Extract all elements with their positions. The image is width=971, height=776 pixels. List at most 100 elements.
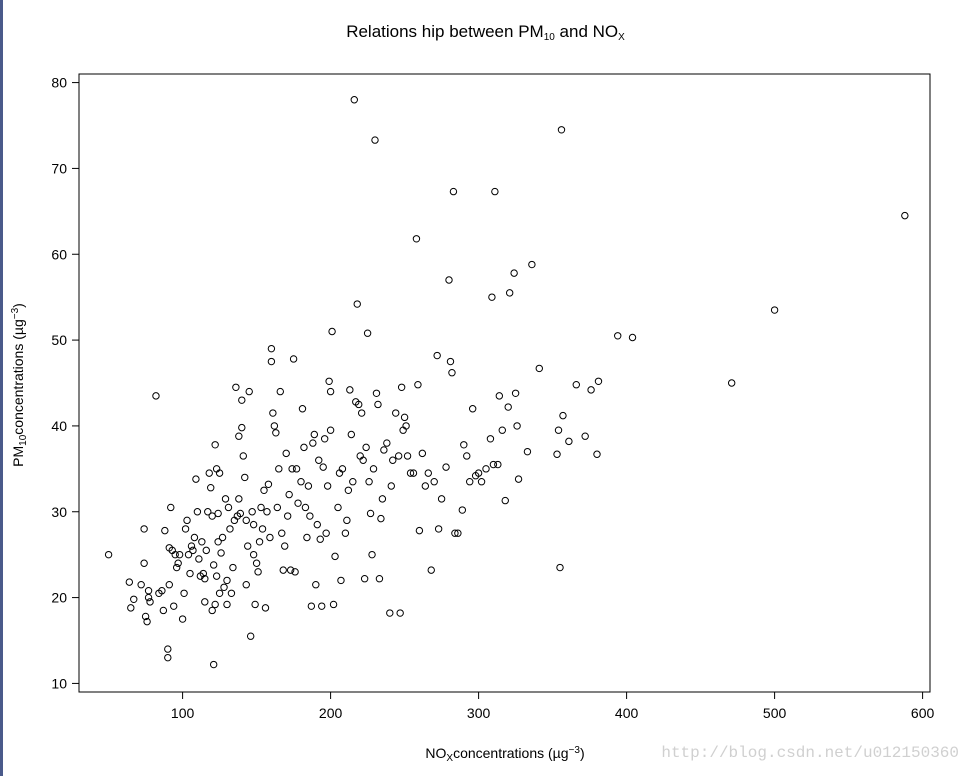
data-point [486,435,495,443]
data-point [212,572,221,580]
data-point [221,495,230,503]
data-point [235,495,243,503]
data-point [727,379,736,387]
data-point [208,512,216,520]
data-point [510,269,518,277]
data-point [238,423,246,432]
data-point [304,482,313,490]
data-point [392,409,400,417]
plot-frame [78,73,931,693]
data-point [474,469,483,477]
data-point [291,568,299,576]
data-point [528,260,536,269]
data-point [458,506,467,514]
data-point [254,568,262,576]
data-point [553,450,561,458]
data-point [366,509,375,518]
data-point [261,604,270,612]
data-point [347,430,356,439]
data-point [282,449,290,458]
data-point [183,516,191,525]
data-point [300,443,308,452]
data-point [355,400,363,409]
data-point [363,329,372,337]
x-tick-label: 100 [171,705,195,721]
data-point [374,400,382,409]
data-point [159,606,168,615]
data-point [504,403,512,411]
x-tick-label: 400 [615,705,639,721]
y-tick-label: 80 [51,75,67,91]
data-point [195,555,203,563]
data-point [460,441,468,449]
data-point [184,550,193,559]
data-point [313,520,321,529]
data-point [215,589,224,597]
data-point [593,450,601,458]
data-point [192,475,200,483]
data-point [229,563,237,572]
data-point [449,187,458,196]
y-tick-label: 10 [51,675,67,691]
data-point [310,430,319,439]
data-point [318,602,326,610]
data-point [171,550,179,559]
data-point [187,542,196,550]
data-point [288,465,296,473]
data-point [127,604,135,612]
data-point [451,529,459,537]
data-point [306,512,314,520]
data-point [255,538,264,546]
data-point [349,478,357,486]
data-point [152,392,160,400]
data-point [245,387,253,396]
data-point [505,289,514,297]
data-point [412,235,421,243]
data-point [325,377,333,385]
y-axis-label: PM10concentrations (µg−3) [10,303,29,467]
data-point [189,546,197,555]
data-point [263,508,271,516]
data-point [301,503,310,512]
data-point [328,327,336,336]
data-point [211,441,219,449]
data-point [344,486,353,494]
data-point [161,526,169,535]
data-point [269,409,277,417]
data-point [267,357,276,366]
data-point [442,463,450,471]
data-point [167,503,175,512]
data-point [326,426,335,434]
data-point [164,645,172,653]
data-point [144,587,153,595]
data-point [587,386,595,394]
data-point [482,465,490,473]
data-point [178,615,187,623]
data-point [208,606,216,615]
data-point [415,526,424,535]
data-point [350,96,358,104]
data-point [249,520,258,529]
data-point [400,413,409,422]
data-point [158,587,166,595]
data-point [297,478,305,486]
data-point [248,508,256,516]
data-point [406,469,415,477]
data-point [557,126,566,134]
data-point [214,509,222,518]
data-point [770,306,779,314]
data-point [207,484,215,492]
data-point [218,533,227,542]
data-point [343,516,351,525]
data-point [130,595,138,603]
data-point [901,211,909,220]
data-point [267,344,276,353]
data-point [448,369,456,377]
data-point [292,465,301,473]
data-point [146,598,154,606]
data-point [137,581,145,589]
data-point [272,429,280,437]
data-point [572,381,580,389]
data-point [220,583,228,591]
data-point [246,632,255,640]
